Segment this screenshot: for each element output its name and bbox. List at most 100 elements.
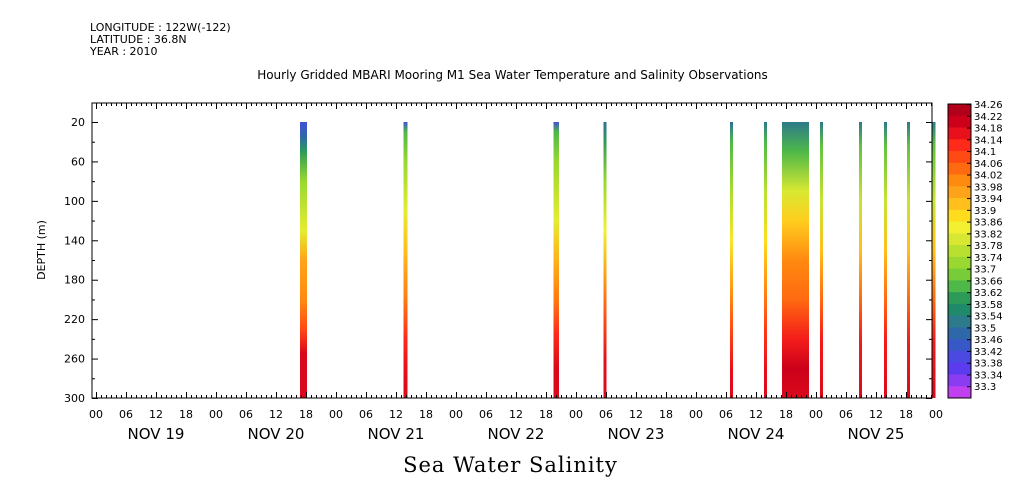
- x-day-label: NOV 19: [128, 425, 185, 443]
- x-hour-label: 12: [269, 408, 283, 421]
- y-tick-label: 260: [64, 353, 85, 366]
- x-hour-label: 00: [329, 408, 343, 421]
- colorbar-swatch: [948, 315, 971, 328]
- colorbar-swatch: [948, 256, 971, 270]
- colorbar-label: 33.7: [974, 265, 996, 276]
- x-hour-label: 00: [689, 408, 703, 421]
- x-hour-label: 06: [239, 408, 253, 421]
- x-hour-label: 00: [449, 408, 463, 421]
- x-hour-label: 18: [779, 408, 793, 421]
- colorbar-swatch: [948, 127, 971, 140]
- salinity-column-nov-24: [730, 122, 733, 398]
- footer-title-row: Sea Water Salinity: [0, 453, 1009, 477]
- y-axis-title: DEPTH (m): [35, 220, 48, 280]
- colorbar-label: 33.42: [974, 347, 1003, 358]
- colorbar-label: 33.34: [974, 370, 1003, 381]
- colorbar-label: 33.94: [974, 194, 1003, 205]
- chart-title: Hourly Gridded MBARI Mooring M1 Sea Wate…: [257, 68, 768, 82]
- colorbar-swatch: [948, 104, 971, 117]
- y-tick-label: 300: [64, 392, 85, 405]
- colorbar-swatch: [948, 339, 971, 352]
- x-hour-label: 06: [719, 408, 733, 421]
- colorbar-swatch: [948, 362, 971, 375]
- colorbar-swatch: [948, 280, 971, 293]
- y-tick-label: 60: [71, 155, 85, 168]
- x-day-label: NOV 21: [368, 425, 425, 443]
- bottom-axis-ticks: [96, 392, 932, 398]
- colorbar-label: 33.66: [974, 276, 1003, 287]
- x-hour-label: 12: [149, 408, 163, 421]
- salinity-column-nov-25: [932, 122, 936, 398]
- y-tick-label: 100: [64, 195, 85, 208]
- colorbar-label: 33.38: [974, 359, 1003, 370]
- colorbar-label: 33.46: [974, 335, 1003, 346]
- y-tick-label: 180: [64, 274, 85, 287]
- colorbar-label: 33.54: [974, 312, 1003, 323]
- y-tick-labels: 20 60 100 140 180 220 260 300: [64, 116, 85, 405]
- colorbar: [947, 103, 972, 399]
- x-hour-label: 06: [479, 408, 493, 421]
- colorbar-swatch: [948, 292, 971, 305]
- x-hour-label: 06: [839, 408, 853, 421]
- colorbar-swatch: [948, 374, 971, 387]
- colorbar-swatch: [948, 186, 971, 199]
- y-axis-ticks: [92, 122, 932, 399]
- colorbar-swatch: [948, 198, 971, 211]
- salinity-column-nov-25: [859, 122, 862, 398]
- salinity-column-nov-20: [300, 122, 307, 398]
- x-hour-label: 00: [89, 408, 103, 421]
- x-hour-label: 06: [359, 408, 373, 421]
- salinity-column-nov-24: [782, 122, 809, 398]
- colorbar-labels: 34.2634.2234.1834.1434.134.0634.0233.983…: [967, 100, 1003, 393]
- x-hour-label: 18: [179, 408, 193, 421]
- colorbar-label: 33.78: [974, 241, 1003, 252]
- colorbar-label: 33.86: [974, 218, 1003, 229]
- colorbar-swatch: [948, 151, 971, 164]
- x-hour-label: 00: [209, 408, 223, 421]
- observation-columns: [300, 122, 936, 398]
- x-day-label: NOV 23: [608, 425, 665, 443]
- salinity-column-nov-24: [764, 122, 767, 398]
- x-hour-label: 00: [929, 408, 943, 421]
- salinity-column-nov-25: [820, 122, 823, 398]
- y-tick-label: 20: [71, 116, 85, 129]
- x-hour-label: 12: [749, 408, 763, 421]
- colorbar-label: 33.62: [974, 288, 1003, 299]
- colorbar-swatch: [948, 221, 971, 234]
- x-hour-label: 00: [809, 408, 823, 421]
- dataset-metadata: LONGITUDE : 122W(-122) LATITUDE : 36.8N …: [90, 22, 231, 58]
- x-hour-label: 18: [659, 408, 673, 421]
- colorbar-swatch: [948, 139, 971, 152]
- colorbar-swatch: [948, 386, 971, 399]
- chart-title-row: Hourly Gridded MBARI Mooring M1 Sea Wate…: [0, 68, 1009, 82]
- colorbar-swatch: [948, 162, 971, 176]
- salinity-column-nov-23: [603, 122, 607, 398]
- salinity-column-nov-25: [907, 122, 910, 398]
- colorbar-frame: [947, 103, 972, 399]
- colorbar-swatch: [948, 350, 971, 364]
- latitude-label: LATITUDE : 36.8N: [90, 33, 187, 46]
- x-hour-label: 12: [629, 408, 643, 421]
- salinity-column-nov-25: [884, 122, 887, 398]
- x-day-label: NOV 22: [488, 425, 545, 443]
- colorbar-label: 33.3: [974, 382, 996, 393]
- x-hour-label: 12: [869, 408, 883, 421]
- colorbar-swatch: [948, 268, 971, 281]
- colorbar-label: 34.22: [974, 112, 1003, 123]
- salinity-column-nov-21: [403, 122, 408, 398]
- colorbar-label: 33.74: [974, 253, 1003, 264]
- x-hour-labels: 00 06 12 18 00 06 12 18 00 06 12 18 00 06 12 18 00 06 12 18…: [89, 408, 943, 421]
- top-axis-ticks: [96, 103, 932, 109]
- y-tick-label: 140: [64, 234, 85, 247]
- colorbar-swatch: [948, 245, 971, 258]
- year-label: YEAR : 2010: [90, 45, 158, 58]
- x-day-label: NOV 25: [848, 425, 905, 443]
- x-hour-label: 12: [389, 408, 403, 421]
- colorbar-swatch: [948, 174, 971, 187]
- colorbar-label: 34.14: [974, 135, 1003, 146]
- colorbar-label: 33.98: [974, 182, 1003, 193]
- x-hour-label: 12: [509, 408, 523, 421]
- colorbar-label: 34.02: [974, 171, 1003, 182]
- colorbar-label: 33.58: [974, 300, 1003, 311]
- colorbar-label: 34.1: [974, 147, 996, 158]
